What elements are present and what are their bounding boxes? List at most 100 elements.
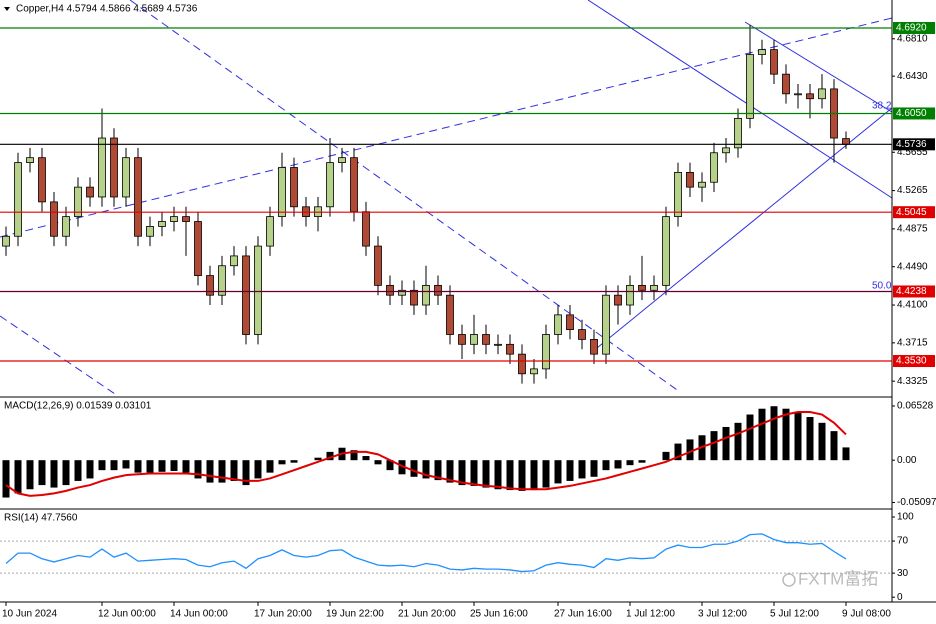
macd-bar <box>806 417 814 461</box>
menu-arrow[interactable] <box>4 7 10 11</box>
candle-body <box>194 221 202 276</box>
candle-body <box>662 216 670 286</box>
candle-body <box>410 289 418 306</box>
y-tick-label: 0.00 <box>897 455 917 466</box>
y-tick-label: 4.6430 <box>897 71 928 82</box>
macd-bar <box>482 460 490 488</box>
y-tick-label: 4.4875 <box>897 224 928 235</box>
trendlines <box>0 0 893 397</box>
candle-body <box>590 339 598 355</box>
candle-body <box>362 211 370 247</box>
macd-bar <box>2 460 10 498</box>
trendline <box>591 107 893 353</box>
macd-bar <box>506 460 514 491</box>
macd-bar <box>410 460 418 477</box>
candle-body <box>710 152 718 183</box>
candle-body <box>26 157 34 163</box>
price-label: 4.3530 <box>896 356 927 367</box>
candle-body <box>266 216 274 247</box>
candle-body <box>614 294 622 306</box>
trendline <box>744 21 893 113</box>
candle-body <box>698 181 706 188</box>
signal-line <box>5 411 847 497</box>
macd-bar <box>122 460 130 469</box>
trendline <box>129 0 681 393</box>
candle-body <box>74 186 82 218</box>
y-tick-label: 4.6810 <box>897 33 928 44</box>
candle-body <box>158 221 166 227</box>
macd-bar <box>146 460 154 473</box>
macd-bar <box>554 460 562 484</box>
candle-body <box>338 157 346 163</box>
macd-bar <box>590 460 598 477</box>
candle-body <box>566 314 574 330</box>
macd-bar <box>566 460 574 481</box>
price-label: 4.6920 <box>896 23 927 34</box>
macd-bar <box>194 460 202 479</box>
macd-bar <box>86 460 94 479</box>
price-label: 4.5045 <box>896 207 927 218</box>
macd-bar <box>386 460 394 471</box>
candle-body <box>770 49 778 75</box>
macd-bar <box>446 460 454 483</box>
y-tick-label: 4.5655 <box>897 147 928 158</box>
frame <box>0 0 936 603</box>
candle-body <box>518 353 526 375</box>
candle-body <box>230 255 238 267</box>
candle-body <box>542 334 550 370</box>
y-tick-label: 4.3325 <box>897 376 928 387</box>
candle-body <box>530 368 538 375</box>
macd-bar <box>278 460 286 465</box>
macd-bar <box>602 460 610 471</box>
y-tick-label: 4.3715 <box>897 337 928 348</box>
candle-body <box>506 343 514 355</box>
candle-body <box>290 167 298 208</box>
x-tick-label: 14 Jun 00:00 <box>170 609 228 620</box>
candle-body <box>782 73 790 95</box>
candle-body <box>134 157 142 237</box>
candle-body <box>638 284 646 291</box>
candle-body <box>50 201 58 237</box>
x-tick-label: 5 Jul 12:00 <box>770 609 819 620</box>
candle-body <box>434 284 442 296</box>
y-tick-label: 100 <box>897 512 914 523</box>
candle-body <box>122 157 130 198</box>
price-label-box <box>893 107 935 120</box>
macd-bar <box>674 443 682 461</box>
macd-bar <box>398 460 406 475</box>
macd-bar <box>98 460 106 471</box>
macd-bar <box>38 460 46 486</box>
candle-body <box>626 284 634 306</box>
y-tick-label: 4.5265 <box>897 185 928 196</box>
candle-body <box>602 294 610 355</box>
macd-bar <box>842 447 850 461</box>
candle-body <box>458 334 466 345</box>
trendline <box>587 0 893 199</box>
macd-bar <box>458 460 466 486</box>
macd-bar <box>62 460 70 486</box>
candle-body <box>254 245 262 335</box>
candle-body <box>482 334 490 345</box>
candle-body <box>206 275 214 296</box>
macd-bar <box>266 460 274 473</box>
candle-body <box>98 137 106 198</box>
candle-body <box>146 226 154 237</box>
fib-label: 50.0 <box>872 281 892 292</box>
x-tick-label: 3 Jul 12:00 <box>698 609 747 620</box>
price-label: 4.6050 <box>896 108 927 119</box>
macd-bar <box>314 457 322 461</box>
macd-bar <box>494 460 502 490</box>
candle-body <box>686 172 694 188</box>
macd-bar <box>518 460 526 491</box>
macd-bar <box>14 460 22 494</box>
x-tick-label: 9 Jul 08:00 <box>842 609 891 620</box>
macd-bar <box>74 460 82 481</box>
trendline <box>0 17 893 238</box>
macd-title: MACD(12,26,9) 0.01539 0.03101 <box>4 401 152 412</box>
candle-body <box>674 172 682 218</box>
candle-body <box>182 216 190 222</box>
candle-body <box>818 88 826 100</box>
macd-bar <box>542 460 550 488</box>
